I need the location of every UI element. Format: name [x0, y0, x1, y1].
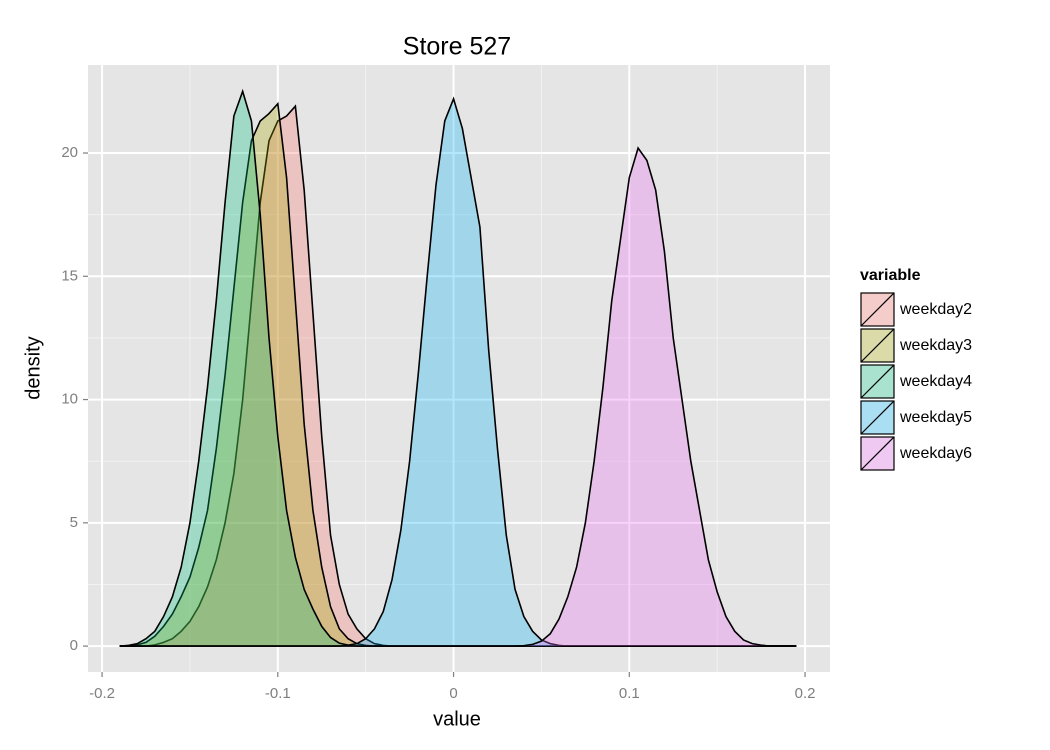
density-area — [119, 98, 797, 647]
legend-label: weekday5 — [899, 409, 972, 426]
legend-label: weekday6 — [899, 445, 972, 462]
legend-key-line — [860, 328, 895, 363]
x-tick-label: -0.2 — [89, 685, 115, 702]
density-area — [119, 103, 797, 647]
density-area — [119, 91, 797, 647]
density-area — [119, 148, 797, 647]
chart-title: Store 527 — [403, 33, 511, 61]
y-tick-label: 5 — [70, 514, 78, 531]
x-axis-label: value — [433, 708, 481, 730]
x-tick-label: 0.2 — [795, 685, 816, 702]
y-tick-label: 10 — [61, 391, 78, 408]
y-tick-label: 0 — [70, 637, 78, 654]
legend-key-line — [860, 364, 895, 399]
plot-panel — [88, 65, 830, 672]
y-axis-label: density — [22, 336, 44, 399]
legend-key-line — [860, 400, 895, 435]
x-tick-label: -0.1 — [265, 685, 291, 702]
legend-label: weekday3 — [899, 337, 972, 354]
y-tick-label: 20 — [61, 144, 78, 161]
legend-key-line — [860, 292, 895, 327]
x-tick-label: 0.1 — [619, 685, 640, 702]
y-tick-label: 15 — [61, 267, 78, 284]
legend-label: weekday2 — [899, 301, 972, 318]
density-line — [119, 146, 797, 647]
x-tick-label: 0 — [449, 685, 457, 702]
density-area — [119, 106, 797, 647]
legend-title: variable — [860, 267, 921, 284]
legend-label: weekday4 — [899, 373, 972, 390]
legend-key-line — [860, 436, 895, 471]
